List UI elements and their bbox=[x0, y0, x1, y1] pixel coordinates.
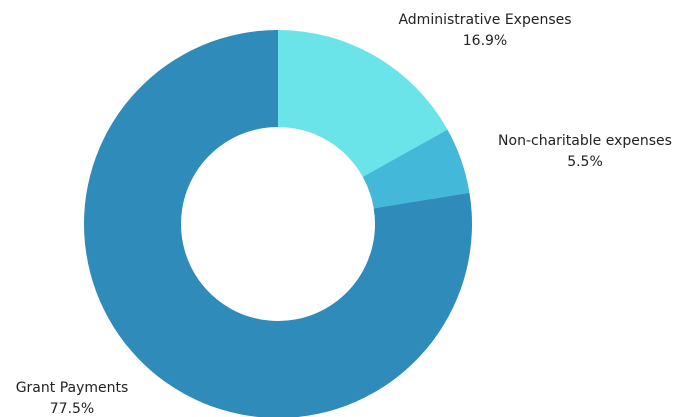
donut-slice bbox=[84, 30, 472, 417]
slice-value-label: 77.5% bbox=[50, 401, 94, 417]
donut-slice bbox=[278, 30, 448, 177]
slice-label: Administrative Expenses bbox=[398, 12, 571, 28]
slice-label: Grant Payments bbox=[16, 380, 129, 396]
slice-value-label: 5.5% bbox=[567, 154, 603, 170]
slice-value-label: 16.9% bbox=[463, 33, 507, 49]
donut-slice bbox=[362, 129, 470, 209]
slice-label: Non-charitable expenses bbox=[498, 133, 672, 149]
